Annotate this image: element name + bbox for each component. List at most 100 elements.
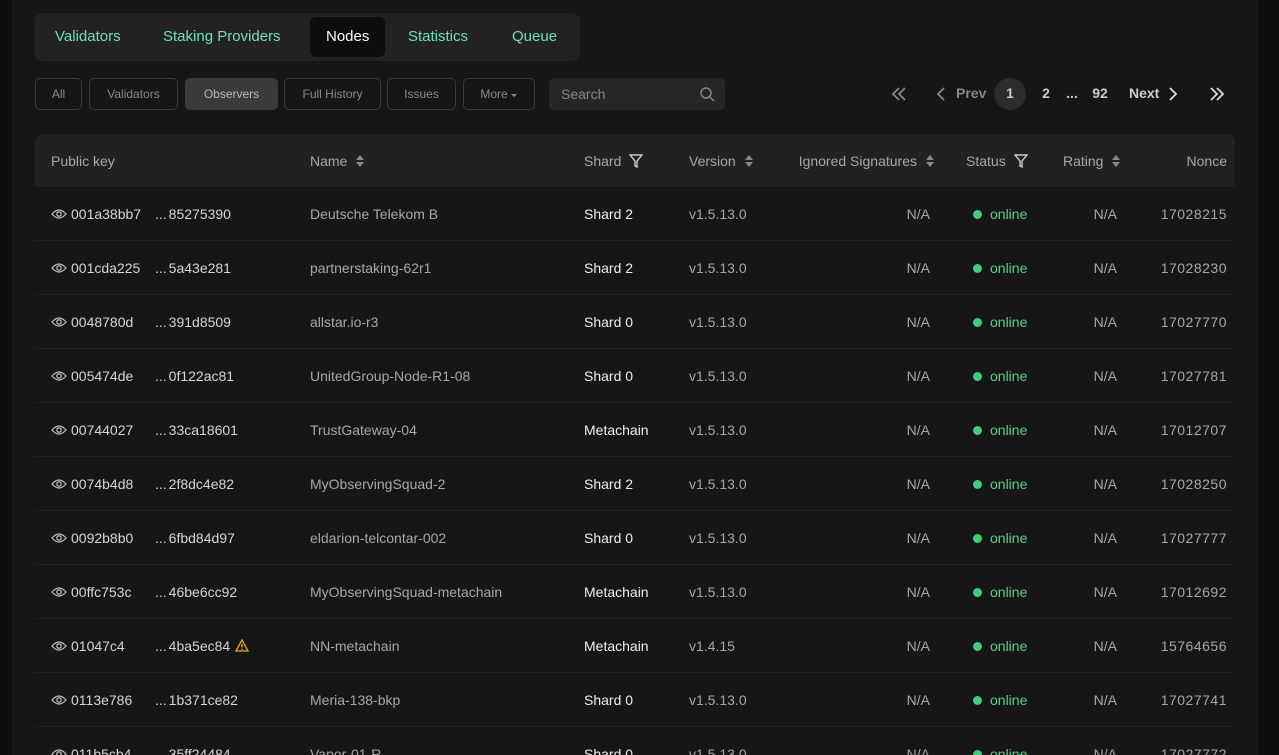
rating: N/A [1093, 368, 1117, 384]
sort-icon[interactable] [744, 154, 754, 168]
page-number[interactable]: 2 [1042, 85, 1050, 101]
status: online [990, 692, 1028, 708]
node-name[interactable]: Deutsche Telekom B [310, 206, 439, 222]
page-number[interactable]: 1 [1006, 85, 1014, 101]
eye-icon[interactable] [51, 640, 67, 652]
key-end: 2f8dc4e82 [168, 476, 235, 492]
eye-icon[interactable] [51, 748, 67, 755]
filter-button[interactable]: Observers [185, 78, 278, 110]
prev-icon[interactable] [935, 86, 947, 102]
column-header[interactable]: Version [689, 153, 754, 169]
tab[interactable]: Staking Providers [163, 28, 281, 45]
filter-button[interactable]: Issues [387, 78, 456, 110]
filter-icon[interactable] [1013, 154, 1029, 169]
ignored-signatures: N/A [906, 584, 930, 600]
eye-icon[interactable] [51, 478, 67, 490]
public-key[interactable]: 0048780d... 391d8509 [51, 314, 231, 330]
sort-icon[interactable] [355, 154, 365, 168]
public-key[interactable]: 0113e786... 1b371ce82 [51, 692, 238, 708]
key-ellipsis: ... [155, 260, 167, 276]
node-name[interactable]: allstar.io-r3 [310, 314, 379, 330]
column-title: Name [310, 153, 348, 169]
eye-icon[interactable] [51, 586, 67, 598]
table-row [35, 349, 1235, 403]
shard: Metachain [584, 422, 649, 438]
filter-button[interactable]: Validators [89, 78, 178, 110]
version: v1.5.13.0 [689, 476, 747, 492]
eye-icon[interactable] [51, 316, 67, 328]
eye-icon[interactable] [51, 532, 67, 544]
public-key[interactable]: 00ffc753c... 46be6cc92 [51, 584, 237, 600]
first-page[interactable] [890, 86, 908, 102]
nonce: 17027777 [1160, 530, 1227, 546]
key-start: 0074b4d8 [71, 476, 134, 492]
filter-button[interactable]: Full History [284, 78, 381, 110]
key-end: 0f122ac81 [168, 368, 235, 384]
nonce: 17028250 [1160, 476, 1227, 492]
tab[interactable]: Validators [55, 28, 121, 45]
column-header[interactable]: Name [310, 153, 365, 169]
eye-icon[interactable] [51, 262, 67, 274]
public-key[interactable]: 011b5cb4... 35ff24484 [51, 746, 231, 755]
rating: N/A [1093, 206, 1117, 222]
public-key[interactable]: 0092b8b0... 6fbd84d97 [51, 530, 235, 546]
node-name[interactable]: TrustGateway-04 [310, 422, 417, 438]
last-page[interactable] [1208, 86, 1226, 102]
page-number[interactable]: 92 [1092, 85, 1108, 101]
column-header[interactable]: Status [966, 153, 1029, 169]
search-box[interactable]: Search [549, 78, 725, 110]
key-ellipsis: ... [155, 638, 167, 654]
column-header[interactable]: Ignored Signatures [799, 153, 935, 169]
table-row [35, 565, 1235, 619]
shard: Shard 2 [584, 206, 634, 222]
public-key[interactable]: 0074b4d8... 2f8dc4e82 [51, 476, 234, 492]
ignored-signatures: N/A [906, 260, 930, 276]
column-header[interactable]: Rating [1063, 153, 1121, 169]
node-name[interactable]: eldarion-telcontar-002 [310, 530, 447, 546]
public-key[interactable]: 01047c4... 4ba5ec84 [51, 638, 250, 654]
sort-icon[interactable] [925, 154, 935, 168]
filter-button[interactable]: All [35, 78, 82, 110]
public-key[interactable]: 005474de... 0f122ac81 [51, 368, 234, 384]
filter-icon[interactable] [628, 154, 644, 169]
key-ellipsis: ... [155, 584, 167, 600]
eye-icon[interactable] [51, 370, 67, 382]
column-title: Shard [584, 153, 622, 169]
warning-icon [235, 638, 250, 652]
prev-button[interactable]: Prev [956, 85, 987, 101]
node-name[interactable]: UnitedGroup-Node-R1-08 [310, 368, 471, 384]
nonce: 17028215 [1160, 206, 1227, 222]
public-key[interactable]: 001a38bb7... 85275390 [51, 206, 231, 222]
public-key[interactable]: 00744027... 33ca18601 [51, 422, 238, 438]
node-name[interactable]: MyObservingSquad-metachain [310, 584, 503, 600]
nonce: 17027770 [1160, 314, 1227, 330]
tab[interactable]: Nodes [310, 17, 386, 57]
status-dot [973, 210, 982, 219]
rating: N/A [1093, 638, 1117, 654]
tab[interactable]: Statistics [408, 28, 469, 45]
shard: Shard 0 [584, 314, 634, 330]
column-header[interactable]: Shard [584, 153, 644, 169]
eye-icon[interactable] [51, 694, 67, 706]
page-number[interactable]: ... [1066, 85, 1078, 101]
public-key[interactable]: 001cda225... 5a43e281 [51, 260, 231, 276]
eye-icon[interactable] [51, 208, 67, 220]
node-name[interactable]: partnerstaking-62r1 [310, 260, 432, 276]
node-name[interactable]: MyObservingSquad-2 [310, 476, 446, 492]
caret [510, 94, 517, 97]
sort-icon[interactable] [1111, 154, 1121, 168]
node-name[interactable]: Vapor-01-R [310, 746, 382, 755]
shard: Shard 2 [584, 476, 634, 492]
ignored-signatures: N/A [906, 476, 930, 492]
tab[interactable]: Queue [512, 28, 558, 45]
table-row [35, 511, 1235, 565]
next-button[interactable]: Next [1129, 85, 1160, 101]
column-header: Nonce [1187, 153, 1227, 169]
shard: Shard 2 [584, 260, 634, 276]
node-name[interactable]: Meria-138-bkp [310, 692, 401, 708]
eye-icon[interactable] [51, 424, 67, 436]
filter-button[interactable]: More [463, 78, 535, 110]
node-name[interactable]: NN-metachain [310, 638, 400, 654]
next-icon[interactable] [1167, 86, 1179, 102]
